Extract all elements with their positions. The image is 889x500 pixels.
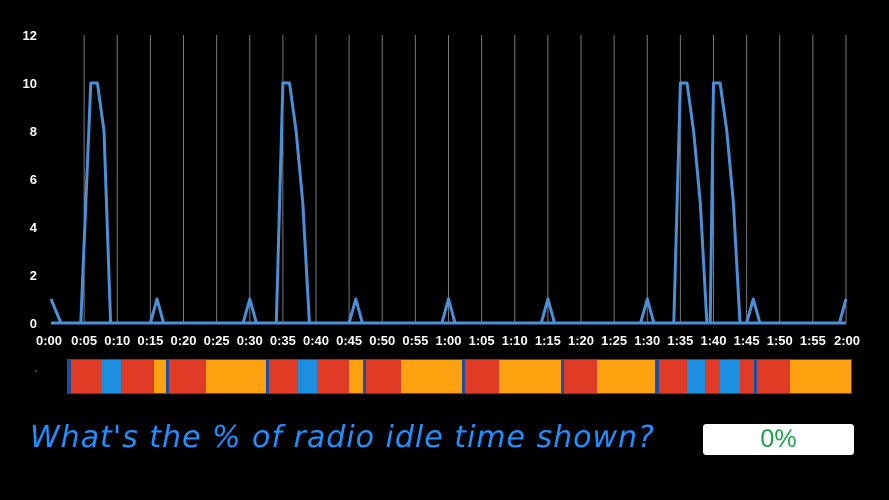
series-line: [49, 81, 848, 325]
y-tick-label: 0: [30, 316, 37, 331]
x-tick-label: 1:00: [435, 333, 461, 348]
vertical-grid-lines: [83, 35, 847, 323]
y-tick-label: 8: [30, 124, 37, 139]
x-tick-label: 1:35: [667, 333, 693, 348]
state-segment: [561, 360, 564, 393]
x-tick-label: 0:10: [104, 333, 130, 348]
state-segment: [366, 360, 370, 393]
state-segment: [172, 360, 206, 393]
x-tick-label: 1:15: [535, 333, 561, 348]
x-tick-label: 0:20: [170, 333, 196, 348]
y-tick-label: 2: [30, 268, 37, 283]
x-tick-label: 2:00: [834, 333, 860, 348]
state-segment: [317, 360, 349, 393]
state-segment: [465, 360, 499, 393]
y-tick-label: 4: [30, 220, 38, 235]
state-segment: [298, 360, 317, 393]
y-tick-label: 10: [23, 76, 37, 91]
state-segment: [363, 360, 366, 393]
state-segment: [499, 360, 561, 393]
answer-text: 0%: [760, 425, 797, 453]
state-segment: [166, 360, 169, 393]
x-tick-label: 0:15: [137, 333, 163, 348]
x-tick-label: 1:05: [469, 333, 495, 348]
state-segment: [269, 360, 298, 393]
state-segment: [68, 360, 71, 393]
x-tick-label: 0:25: [204, 333, 230, 348]
x-tick-label: 0:30: [237, 333, 263, 348]
y-tick-label: 12: [23, 28, 37, 43]
x-tick-label: 0:35: [270, 333, 296, 348]
state-segment: [401, 360, 462, 393]
x-tick-label: 0:40: [303, 333, 329, 348]
state-segment: [757, 360, 790, 393]
state-segment: [121, 360, 154, 393]
y-tick-label: 6: [30, 172, 37, 187]
x-tick-label: 1:10: [502, 333, 528, 348]
series-line-path: [49, 81, 848, 325]
state-segment: [71, 360, 102, 393]
marker-dot: [35, 370, 37, 372]
state-segment: [659, 360, 662, 393]
state-segment: [349, 360, 363, 393]
radio-state-bar: [67, 359, 852, 394]
x-tick-label: 1:40: [700, 333, 726, 348]
state-segment: [720, 360, 740, 393]
x-tick-label: 1:25: [601, 333, 627, 348]
x-axis: 0:00 0:05 0:10 0:15 0:20 0:25 0:30 0:35 0:40 0:45…: [36, 321, 860, 348]
state-segment: [597, 360, 655, 393]
state-segment: [102, 360, 121, 393]
state-segment: [790, 360, 851, 393]
x-tick-label: 1:20: [568, 333, 594, 348]
state-segment: [705, 360, 720, 393]
state-segment: [662, 360, 687, 393]
x-tick-label: 1:55: [800, 333, 826, 348]
x-tick-label: 0:50: [369, 333, 395, 348]
x-tick-label: 1:50: [767, 333, 793, 348]
state-segment: [655, 360, 659, 393]
y-axis: 0 2 4 6 8 10 12: [23, 28, 38, 331]
x-tick-label: 0:45: [336, 333, 362, 348]
question-text: What's the % of radio idle time shown?: [30, 420, 655, 455]
state-segment: [206, 360, 266, 393]
state-segment: [370, 360, 401, 393]
state-segment: [740, 360, 754, 393]
state-segment: [154, 360, 166, 393]
state-segment: [462, 360, 465, 393]
state-segment: [266, 360, 269, 393]
state-segment: [754, 360, 757, 393]
x-tick-label: 0:55: [402, 333, 428, 348]
state-segment: [564, 360, 597, 393]
x-tick-label: 1:45: [734, 333, 760, 348]
state-segment: [687, 360, 705, 393]
x-tick-label: 0:05: [71, 333, 97, 348]
answer-box[interactable]: 0%: [703, 424, 854, 455]
state-segment: [169, 360, 172, 393]
x-tick-label: 0:00: [36, 333, 62, 348]
x-tick-label: 1:30: [634, 333, 660, 348]
